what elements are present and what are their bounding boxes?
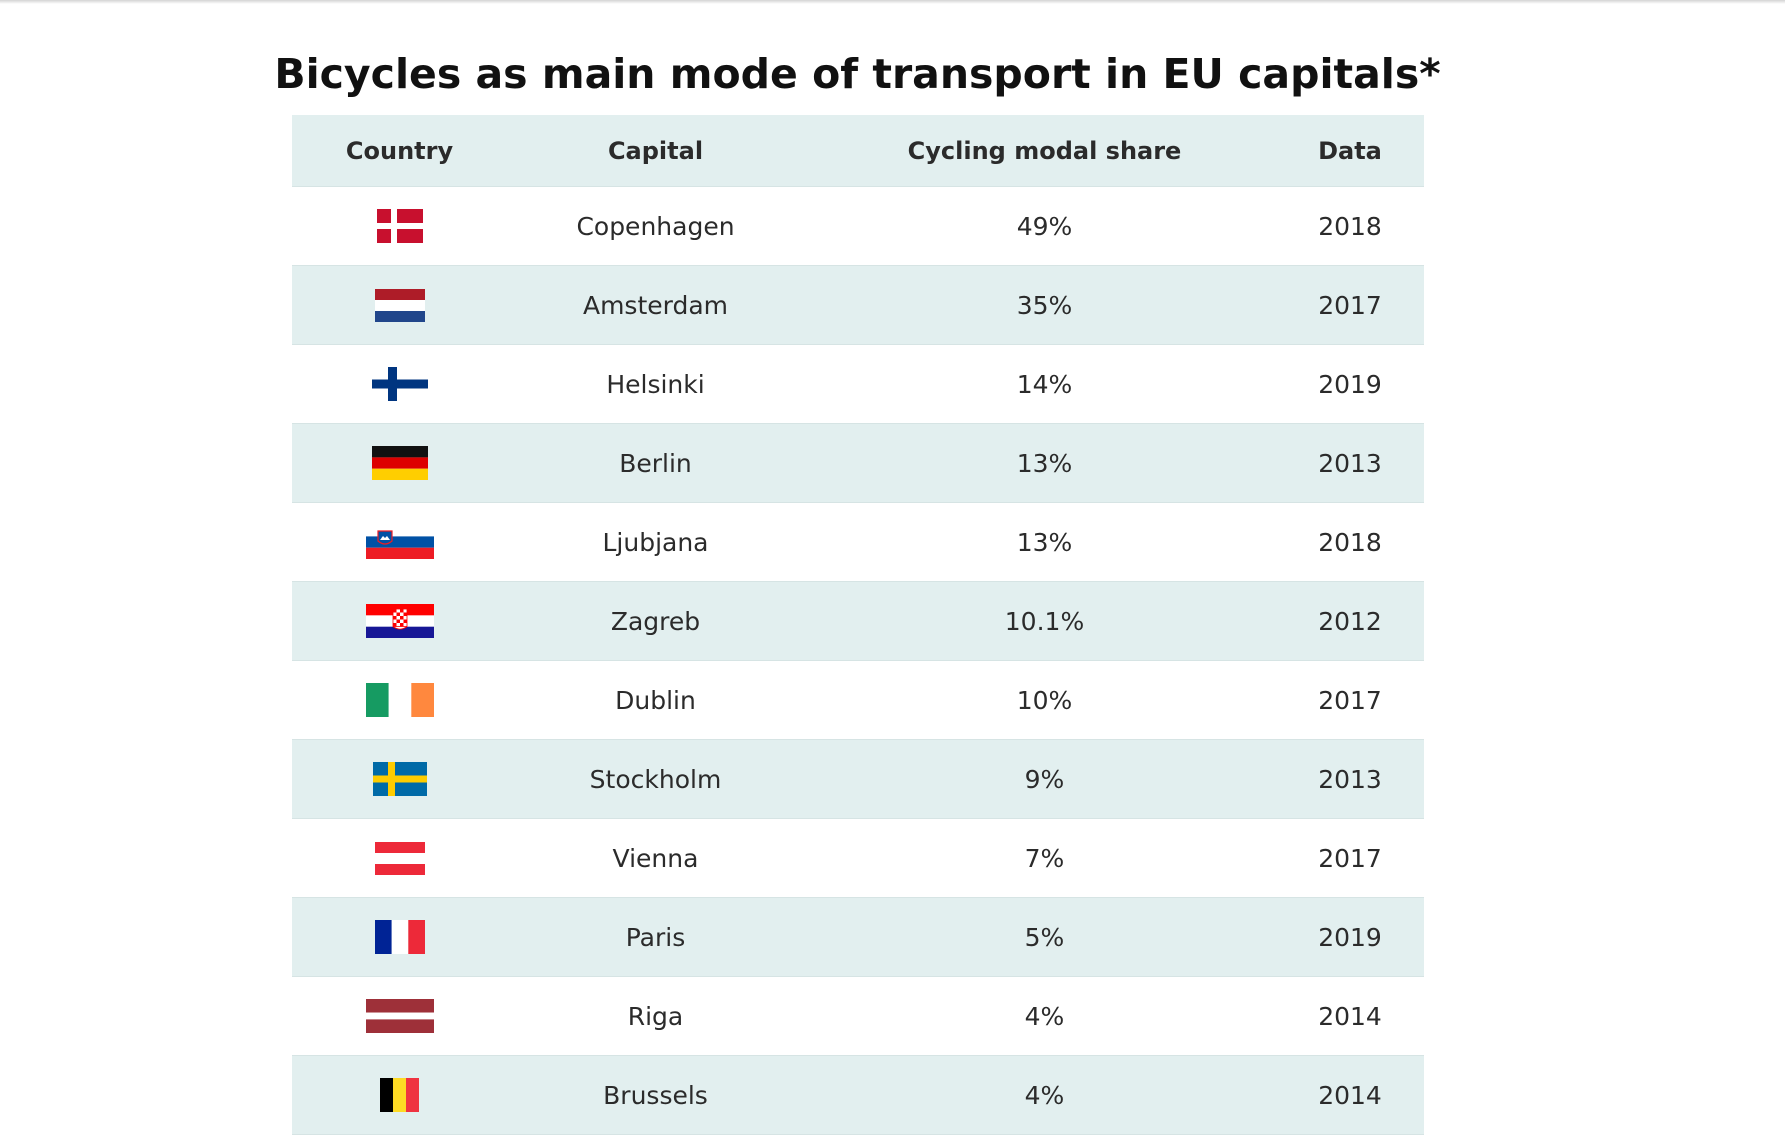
capital-cell: Ljubjana <box>602 527 709 557</box>
latvia-flag-icon <box>365 999 434 1033</box>
column-header-capital: Capital <box>607 136 704 165</box>
capital-cell: Amsterdam <box>582 290 729 320</box>
austria-flag-icon <box>374 841 425 875</box>
table-row: Ljubjana 13% 2018 <box>292 503 1424 582</box>
capital-cell: Stockholm <box>589 764 722 794</box>
year-cell: 2014 <box>1318 1001 1382 1031</box>
table-row: Riga 4% 2014 <box>292 977 1424 1056</box>
share-cell: 35% <box>1016 290 1073 320</box>
capital-cell: Berlin <box>619 448 692 478</box>
table-row: Brussels 4% 2014 <box>292 1056 1424 1135</box>
country-flag-cell <box>292 762 507 796</box>
country-flag-cell <box>292 999 507 1033</box>
capital-cell: Vienna <box>612 843 699 873</box>
belgium-flag-icon <box>380 1078 419 1112</box>
year-cell: 2019 <box>1318 369 1382 399</box>
year-cell: 2018 <box>1318 211 1382 241</box>
share-cell: 7% <box>1024 843 1065 873</box>
capital-cell: Copenhagen <box>576 211 735 241</box>
table-row: Dublin 10% 2017 <box>292 661 1424 740</box>
germany-flag-icon <box>371 446 428 480</box>
year-cell: 2017 <box>1318 290 1382 320</box>
country-flag-cell <box>292 446 507 480</box>
year-cell: 2019 <box>1318 922 1382 952</box>
year-cell: 2013 <box>1318 764 1382 794</box>
share-cell: 5% <box>1024 922 1065 952</box>
share-cell: 13% <box>1016 448 1073 478</box>
year-cell: 2013 <box>1318 448 1382 478</box>
country-flag-cell <box>292 604 507 638</box>
slovenia-flag-icon <box>365 525 434 559</box>
capital-cell: Paris <box>625 922 686 952</box>
table-row: Zagreb 10.1% 2012 <box>292 582 1424 661</box>
share-cell: 9% <box>1024 764 1065 794</box>
capital-cell: Brussels <box>603 1080 708 1110</box>
table-body: Copenhagen 49% 2018 Amsterdam 35% 2017 Helsink… <box>292 187 1424 1135</box>
share-cell: 10.1% <box>1004 606 1085 636</box>
capital-cell: Riga <box>627 1001 684 1031</box>
country-flag-cell <box>292 288 507 322</box>
top-shadow <box>0 0 1785 4</box>
capital-cell: Zagreb <box>610 606 701 636</box>
capital-cell: Dublin <box>615 685 696 715</box>
finland-flag-icon <box>371 367 428 401</box>
country-flag-cell <box>292 683 507 717</box>
share-cell: 10% <box>1016 685 1073 715</box>
croatia-flag-icon <box>365 604 434 638</box>
share-cell: 4% <box>1024 1001 1065 1031</box>
column-header-data: Data <box>1318 136 1382 165</box>
country-flag-cell <box>292 841 507 875</box>
table-row: Paris 5% 2019 <box>292 898 1424 977</box>
netherlands-flag-icon <box>374 288 425 322</box>
country-flag-cell <box>292 525 507 559</box>
share-cell: 14% <box>1016 369 1073 399</box>
column-header-country: Country <box>345 136 454 165</box>
year-cell: 2014 <box>1318 1080 1382 1110</box>
table-header: Country Capital Cycling modal share Data <box>292 115 1424 187</box>
ireland-flag-icon <box>365 683 434 717</box>
table-row: Vienna 7% 2017 <box>292 819 1424 898</box>
table-row: Copenhagen 49% 2018 <box>292 187 1424 266</box>
table-row: Helsinki 14% 2019 <box>292 345 1424 424</box>
table-row: Stockholm 9% 2013 <box>292 740 1424 819</box>
share-cell: 4% <box>1024 1080 1065 1110</box>
country-flag-cell <box>292 920 507 954</box>
france-flag-icon <box>374 920 425 954</box>
share-cell: 13% <box>1016 527 1073 557</box>
year-cell: 2012 <box>1318 606 1382 636</box>
table-row: Amsterdam 35% 2017 <box>292 266 1424 345</box>
country-flag-cell <box>292 1078 507 1112</box>
year-cell: 2017 <box>1318 843 1382 873</box>
year-cell: 2018 <box>1318 527 1382 557</box>
share-cell: 49% <box>1016 211 1073 241</box>
sweden-flag-icon <box>372 762 427 796</box>
country-flag-cell <box>292 209 507 243</box>
capital-cell: Helsinki <box>606 369 705 399</box>
data-table: Country Capital Cycling modal share Data… <box>292 115 1424 1135</box>
column-header-share: Cycling modal share <box>907 136 1182 165</box>
chart-title: Bicycles as main mode of transport in EU… <box>274 50 1441 98</box>
denmark-flag-icon <box>376 209 423 243</box>
year-cell: 2017 <box>1318 685 1382 715</box>
table-row: Berlin 13% 2013 <box>292 424 1424 503</box>
country-flag-cell <box>292 367 507 401</box>
